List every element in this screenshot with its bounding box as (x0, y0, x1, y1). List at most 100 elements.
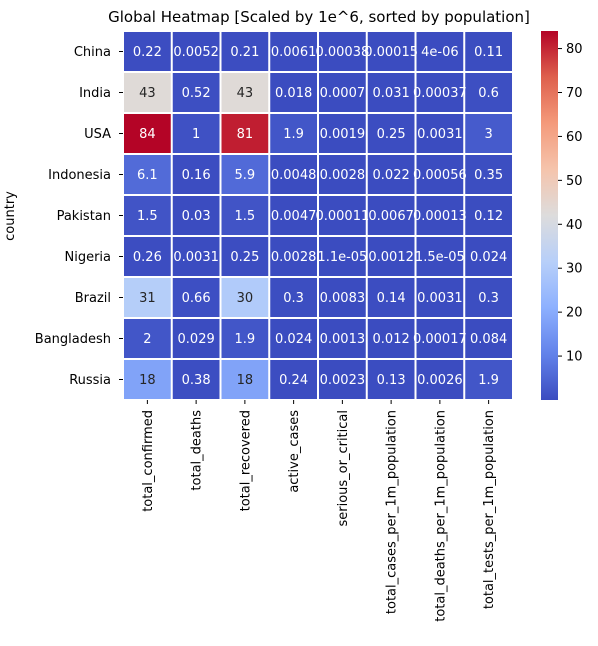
heatmap-cell (172, 319, 220, 358)
cell-annotation: 1.5 (235, 209, 256, 224)
heatmap-cell (172, 155, 220, 194)
heatmap-cell (172, 114, 220, 153)
cell-annotation: 0.21 (230, 45, 259, 60)
heatmap-cell (172, 360, 220, 399)
heatmap-cell (367, 237, 415, 276)
heatmap-cell (124, 319, 171, 358)
heatmap-cell (172, 32, 220, 71)
x-tick-labels: total_confirmed total_deaths total_recover… (141, 400, 497, 622)
cell-annotation: 18 (237, 373, 254, 388)
heatmap-cell (319, 73, 366, 112)
heatmap-cell (465, 114, 512, 153)
heatmap-cell (270, 319, 317, 358)
heatmap-cell (270, 73, 317, 112)
cell-annotation: 1.9 (283, 127, 304, 142)
heatmap-cell (367, 196, 415, 235)
cell-annotation: 1.5 (137, 209, 158, 224)
heatmap-cell (416, 155, 464, 194)
heatmap-cell (172, 237, 220, 276)
x-tick-label: total_tests_per_1m_population (482, 410, 497, 609)
cell-annotation: 0.0023 (320, 373, 366, 388)
cell-annotation: 0.6 (478, 86, 499, 101)
colorbar-tick-label: 70 (566, 86, 583, 101)
cell-annotation: 0.12 (474, 209, 503, 224)
heatmap-cell (270, 114, 317, 153)
heatmap-cell (124, 237, 171, 276)
heatmap-cell (221, 155, 269, 194)
heatmap-cell (465, 319, 512, 358)
colorbar-tick-label: 20 (566, 306, 583, 321)
cell-annotation: 0.22 (133, 45, 162, 60)
heatmap-cell (367, 114, 415, 153)
heatmap-cell (319, 114, 366, 153)
cell-annotation: 18 (139, 373, 156, 388)
cell-annotation: 0.029 (178, 332, 215, 347)
y-tick-labels: China India USA Indonesia Pakistan Nigeria Bra… (35, 45, 123, 388)
cell-annotation: 0.024 (275, 332, 312, 347)
colorbar-tick-label: 60 (566, 130, 583, 145)
heatmap-cell (221, 32, 269, 71)
cell-annotation: 0.0031 (417, 291, 463, 306)
heatmap-cell (124, 196, 171, 235)
cell-annotation: 0.26 (133, 250, 162, 265)
cell-annotation: 0.3 (283, 291, 304, 306)
cell-annotation: 0.0031 (173, 250, 219, 265)
cell-annotation: 1.9 (235, 332, 256, 347)
cell-annotation: 0.11 (474, 45, 503, 60)
cell-annotation: 0.018 (275, 86, 312, 101)
cell-annotation: 0.0031 (417, 127, 463, 142)
colorbar-tick-label: 80 (566, 42, 583, 57)
cell-annotation: 0.00015 (364, 45, 418, 60)
cell-annotation: 0.0083 (320, 291, 366, 306)
cell-annotation: 1 (192, 127, 200, 142)
cell-annotation: 0.0047 (271, 209, 317, 224)
cell-annotation: 0.25 (377, 127, 406, 142)
heatmap-cell (221, 114, 269, 153)
y-axis-label: country (3, 191, 18, 241)
cell-annotation: 0.0012 (368, 250, 414, 265)
heatmap-cell (124, 278, 171, 317)
cell-annotation: 0.0048 (271, 168, 317, 183)
heatmap-cell (270, 196, 317, 235)
heatmap-cell (270, 155, 317, 194)
heatmap-cell (221, 196, 269, 235)
heatmap-cell (367, 73, 415, 112)
heatmap-cell (124, 114, 171, 153)
heatmap-cell (221, 237, 269, 276)
cell-annotation: 0.00056 (413, 168, 467, 183)
heatmap-cell (319, 32, 366, 71)
colorbar: 10 20 30 40 50 60 70 80 (541, 31, 583, 400)
heatmap-cell (270, 360, 317, 399)
heatmap-cell (270, 278, 317, 317)
x-tick-label: total_deaths (190, 410, 205, 491)
heatmap-cell (124, 360, 171, 399)
heatmap-cell (319, 319, 366, 358)
cell-annotation: 3 (484, 127, 492, 142)
heatmap-cell (367, 155, 415, 194)
cell-annotation: 0.13 (377, 373, 406, 388)
cell-annotation: 0.084 (470, 332, 507, 347)
chart-title: Global Heatmap [Scaled by 1e^6, sorted b… (108, 8, 530, 26)
cell-annotation: 43 (237, 86, 254, 101)
cell-annotation: 0.0007 (320, 86, 366, 101)
heatmap-cell (465, 155, 512, 194)
cell-annotation: 0.24 (279, 373, 308, 388)
x-tick-label: total_confirmed (141, 410, 156, 512)
heatmap-cell (221, 360, 269, 399)
heatmap-cell (319, 237, 366, 276)
cell-annotation: 0.38 (182, 373, 211, 388)
heatmap-cell (221, 278, 269, 317)
cell-annotation: 0.012 (373, 332, 410, 347)
heatmap-cell (319, 360, 366, 399)
heatmap-cell (172, 196, 220, 235)
cell-annotation: 2 (143, 332, 151, 347)
cell-annotation: 0.0026 (417, 373, 463, 388)
colorbar-tick-label: 10 (566, 350, 583, 365)
cell-annotation: 0.0028 (271, 250, 317, 265)
x-tick-label: active_cases (287, 410, 302, 493)
heatmap-cell (367, 319, 415, 358)
colorbar-tick-label: 50 (566, 174, 583, 189)
cell-annotation: 0.00011 (315, 209, 369, 224)
